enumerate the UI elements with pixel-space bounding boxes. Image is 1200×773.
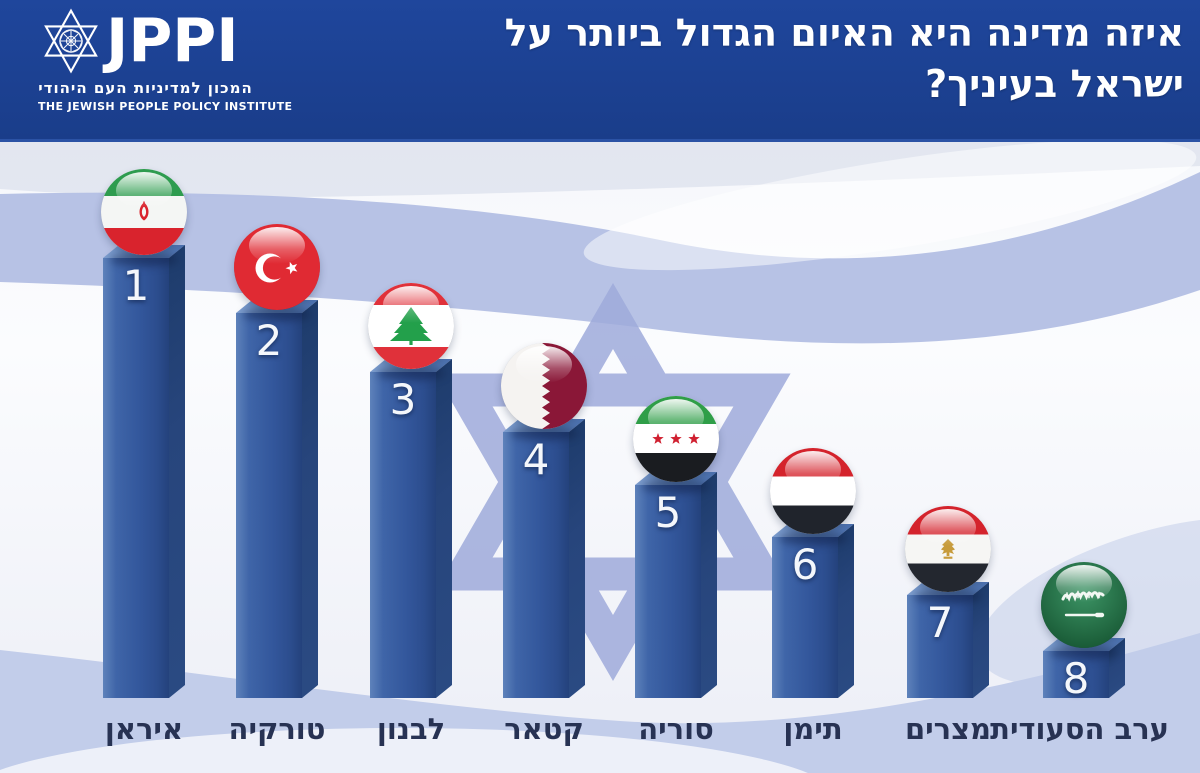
country-label-iran: איראן	[104, 712, 184, 746]
bar-turkey: 2 טורקיה	[229, 224, 325, 746]
ball-shadow	[779, 531, 847, 546]
country-label-lebanon: לבנון	[376, 712, 446, 746]
jppi-logo: JPPI המכון למדיניות העם היהודי THE JEWIS…	[38, 6, 293, 113]
country-label-yemen: תימן	[783, 712, 843, 746]
country-label-egypt: מצרים	[904, 712, 992, 746]
bar-saudi-arabia: 8 ערב הסעודית	[990, 562, 1169, 746]
bar-front-face	[236, 313, 302, 698]
iran-flag-icon	[101, 169, 187, 255]
ball-shadow	[1050, 645, 1118, 660]
header-bar: JPPI המכון למדיניות העם היהודי THE JEWIS…	[0, 0, 1200, 142]
country-label-qatar: קטאר	[504, 712, 584, 746]
rank-number: 1	[122, 261, 150, 310]
bar-side-face	[701, 471, 717, 698]
bar-side-face	[436, 358, 452, 698]
bar-front-face	[635, 485, 701, 698]
qatar-flag-icon	[501, 343, 587, 429]
chart-title: איזה מדינה היא האיום הגדול ביותר על ישרא…	[505, 8, 1184, 110]
bar-front-face	[1043, 651, 1109, 698]
logo-acronym: JPPI	[106, 6, 239, 76]
ball-shadow	[510, 426, 578, 441]
ball-shadow	[110, 252, 178, 267]
flag-fold-highlight	[583, 139, 1197, 271]
flag-fold	[0, 142, 1200, 198]
iran-flag-ball	[101, 169, 187, 255]
rank-number: 2	[255, 316, 283, 365]
turkey-flag-icon	[234, 224, 320, 310]
rank-number: 3	[389, 375, 417, 424]
country-label-syria: סוריה	[638, 712, 714, 746]
lebanon-flag-icon	[368, 283, 454, 369]
lebanon-flag-ball	[368, 283, 454, 369]
bar-yemen: 6 תימן	[770, 448, 856, 746]
bar-side-face	[569, 418, 585, 698]
egypt-flag-ball	[905, 506, 991, 592]
bar-lebanon: 3 לבנון	[368, 283, 454, 746]
rank-number: 6	[791, 540, 819, 589]
ball-shadow	[642, 479, 710, 494]
bar-side-face	[169, 244, 185, 699]
bar-side-face	[302, 299, 318, 698]
syria-flag-icon	[633, 396, 719, 482]
syria-flag-ball	[633, 396, 719, 482]
ball-shadow	[914, 589, 982, 604]
star-of-david-logo-icon	[44, 8, 98, 74]
rank-number: 5	[654, 488, 682, 537]
logo-hebrew-name: המכון למדיניות העם היהודי	[38, 79, 253, 97]
country-label-saudi-arabia: ערב הסעודית	[990, 712, 1169, 746]
rank-number: 7	[926, 598, 954, 647]
bar-qatar: 4 קטאר	[501, 343, 587, 746]
ball-shadow	[377, 366, 445, 381]
chart-title-line2: ישראל בעיניך?	[925, 62, 1184, 106]
bar-egypt: 7 מצרים	[905, 506, 991, 746]
bar-iran: 1 איראן	[101, 169, 187, 746]
qatar-flag-ball	[501, 343, 587, 429]
egypt-flag-icon	[905, 506, 991, 592]
saudi-arabia-flag-icon	[1041, 562, 1127, 648]
chart-title-line1: איזה מדינה היא האיום הגדול ביותר על	[504, 11, 1184, 55]
rank-number: 8	[1062, 654, 1090, 703]
bar-front-face	[103, 258, 169, 698]
flag-fold-highlight	[0, 728, 808, 773]
saudi-arabia-flag-ball	[1041, 562, 1127, 648]
bar-syria: 5 סוריה	[633, 396, 719, 746]
logo-english-name: THE JEWISH PEOPLE POLICY INSTITUTE	[38, 100, 293, 113]
ball-shadow	[243, 307, 311, 322]
bar-side-face	[838, 523, 854, 698]
country-label-turkey: טורקיה	[228, 712, 326, 746]
bar-front-face	[907, 595, 973, 698]
yemen-flag-icon	[770, 448, 856, 534]
turkey-flag-ball	[234, 224, 320, 310]
rank-number: 4	[522, 435, 550, 484]
yemen-flag-ball	[770, 448, 856, 534]
bar-front-face	[503, 432, 569, 698]
bar-front-face	[772, 537, 838, 698]
bar-front-face	[370, 372, 436, 698]
